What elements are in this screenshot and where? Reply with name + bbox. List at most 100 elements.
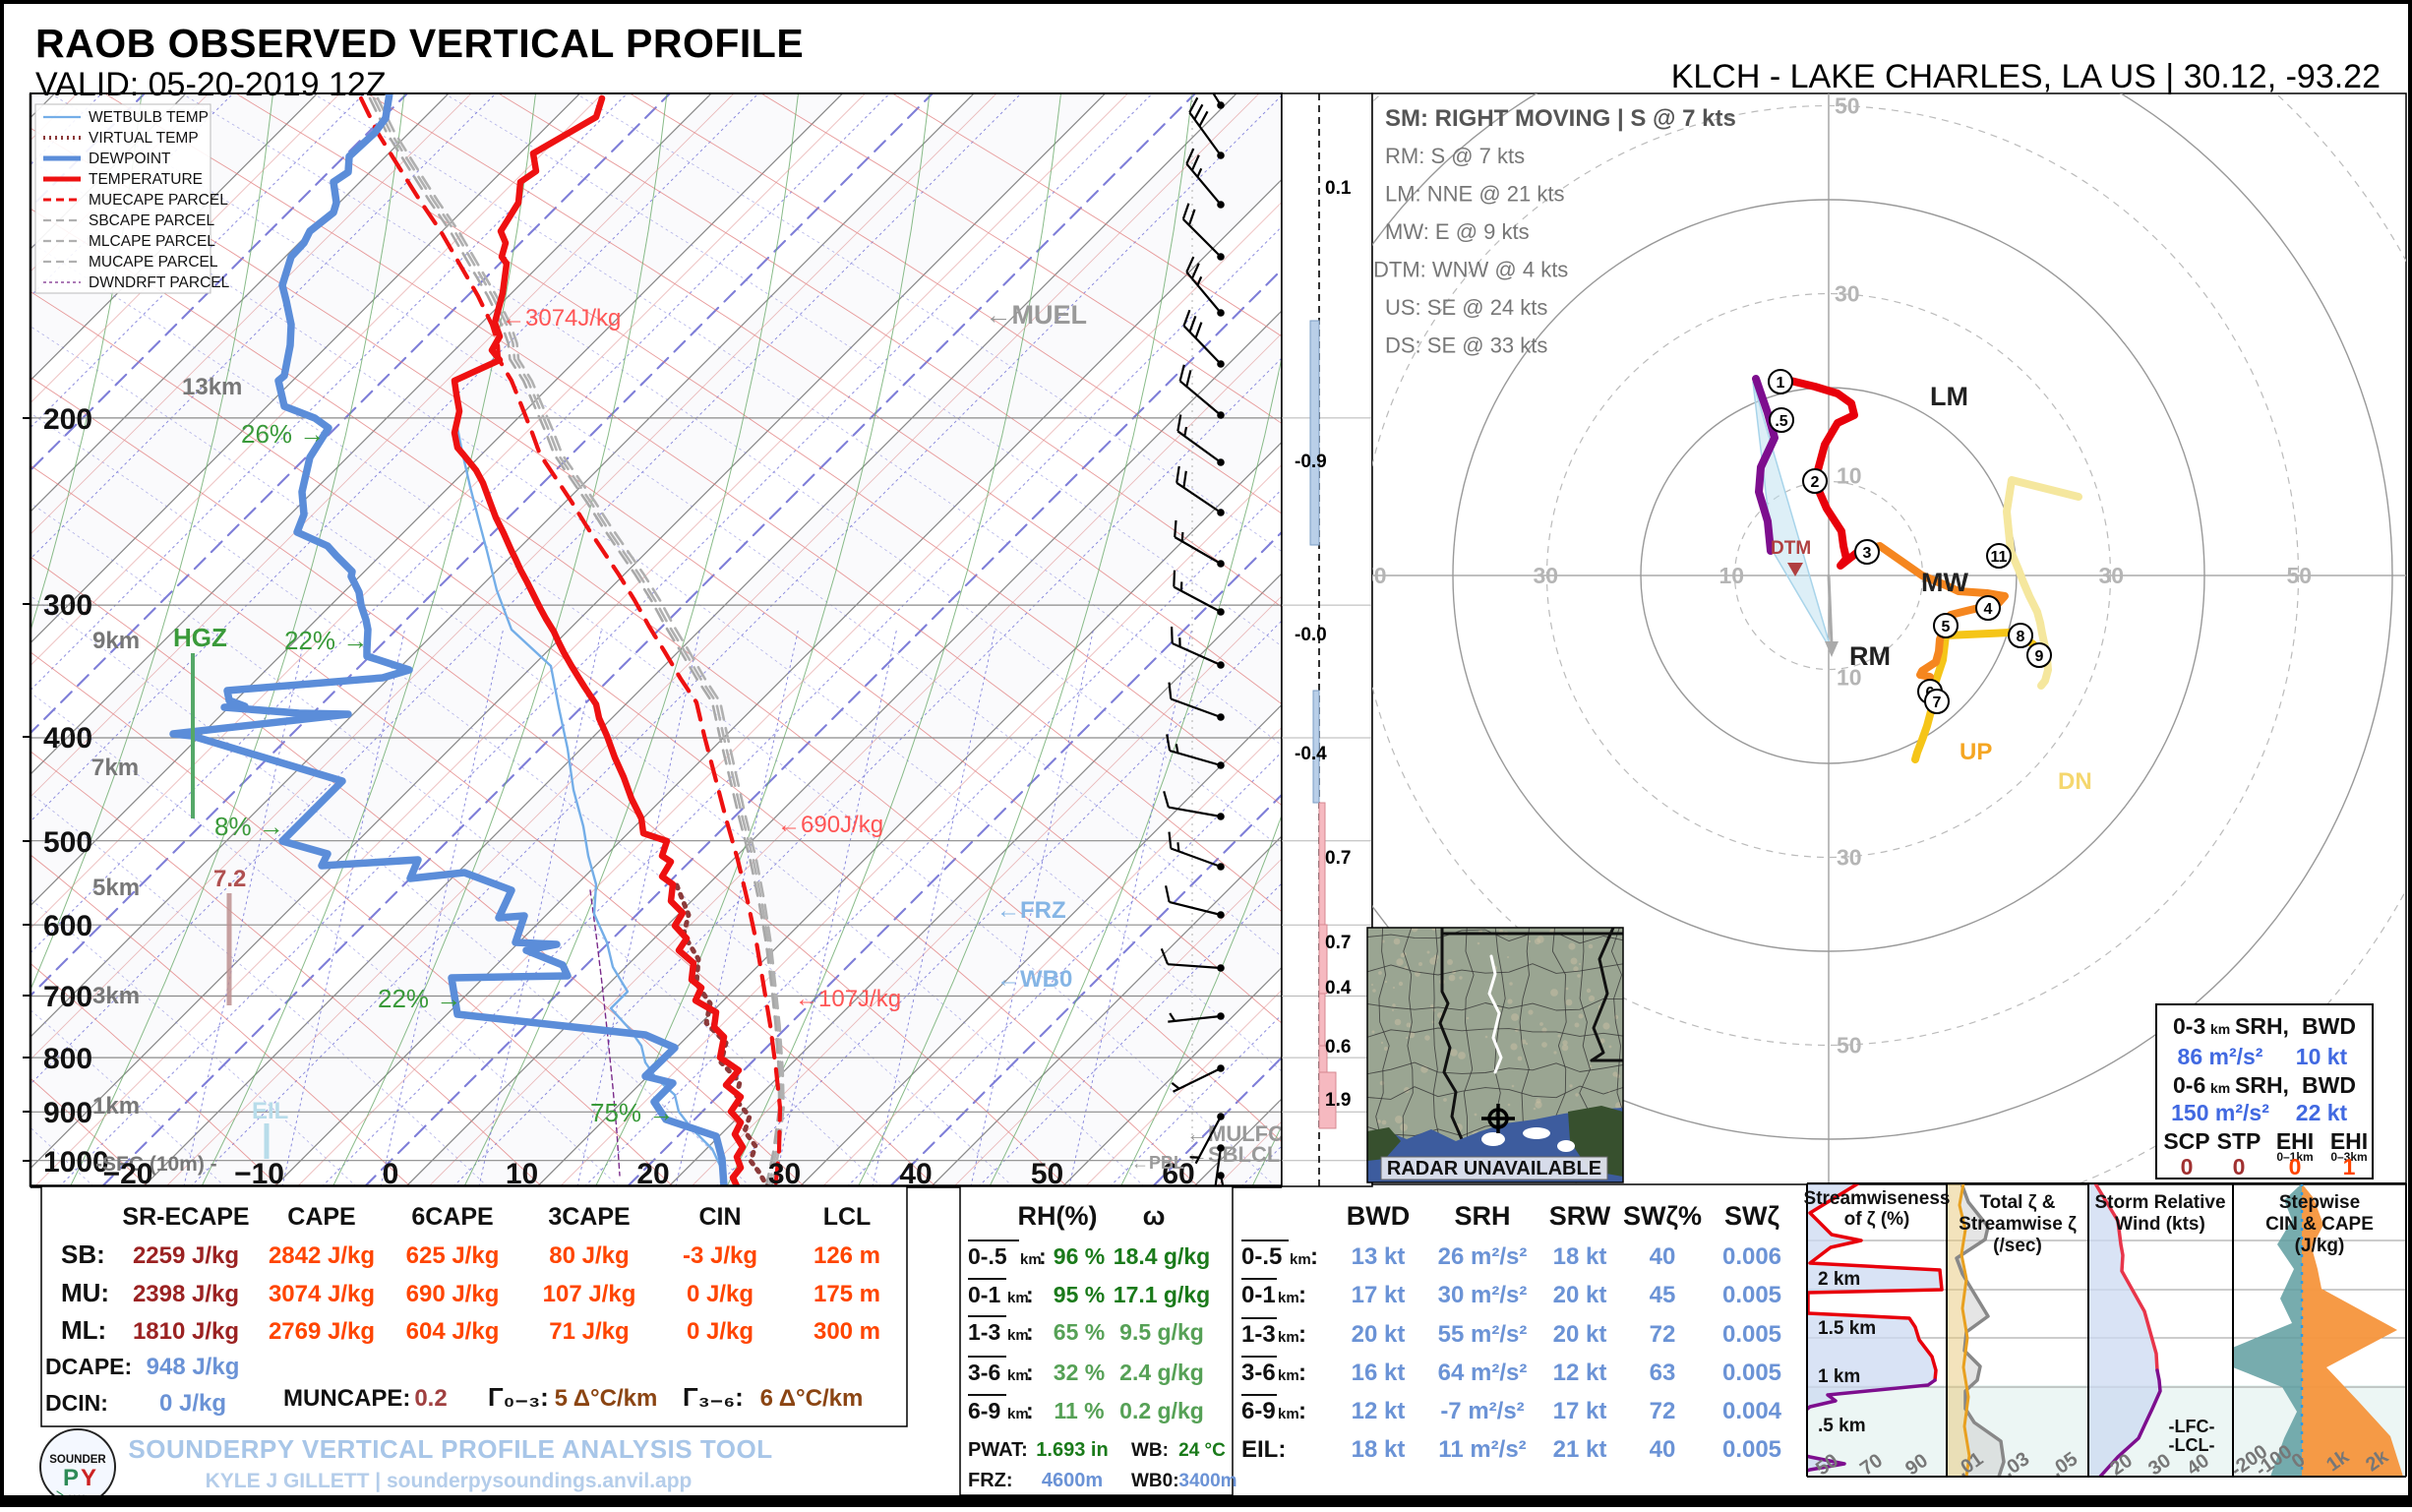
svg-text:←FRZ: ←FRZ: [996, 897, 1066, 924]
svg-text:DTM: DTM: [1771, 538, 1811, 559]
svg-text::: :: [1298, 1282, 1306, 1308]
svg-text:300: 300: [43, 589, 92, 622]
svg-text:7: 7: [1933, 695, 1942, 711]
svg-text:6-9: 6-9: [968, 1398, 1000, 1423]
svg-text:0.005: 0.005: [1722, 1282, 1781, 1308]
svg-text:FRZ:: FRZ:: [968, 1470, 1013, 1491]
svg-text:26% →: 26% →: [241, 419, 325, 449]
svg-text:km: km: [2210, 1080, 2230, 1096]
svg-text:26 m²/s²: 26 m²/s²: [1438, 1243, 1528, 1270]
svg-text:WB0:: WB0:: [1131, 1471, 1179, 1491]
svg-text:4600m: 4600m: [1042, 1470, 1103, 1491]
svg-text:km: km: [1290, 1251, 1311, 1268]
svg-text:MUCAPE PARCEL: MUCAPE PARCEL: [89, 254, 218, 271]
svg-text:KYLE J GILLETT | sounderpysoun: KYLE J GILLETT | sounderpysoundings.anvi…: [206, 1470, 693, 1492]
svg-text:MW: E @ 9 kts: MW: E @ 9 kts: [1385, 219, 1530, 244]
svg-text:71 J/kg: 71 J/kg: [549, 1318, 629, 1345]
svg-text:7km: 7km: [91, 755, 139, 781]
svg-text:←690J/kg: ←690J/kg: [777, 812, 883, 838]
svg-text:40: 40: [1650, 1243, 1676, 1270]
svg-text:0-6: 0-6: [2173, 1072, 2205, 1098]
svg-text:EIL:: EIL:: [1241, 1436, 1286, 1463]
svg-text::: :: [1039, 1243, 1047, 1269]
svg-text:800: 800: [43, 1043, 92, 1075]
svg-text:3km: 3km: [92, 983, 140, 1009]
svg-text:18 kt: 18 kt: [1553, 1243, 1607, 1270]
svg-text:SCP: SCP: [2163, 1128, 2209, 1154]
svg-text:LM: NNE @ 21 kts: LM: NNE @ 21 kts: [1385, 182, 1565, 207]
svg-text:DEWPOINT: DEWPOINT: [89, 151, 171, 167]
svg-text:20 kt: 20 kt: [1553, 1321, 1607, 1348]
svg-text:30: 30: [1835, 281, 1860, 307]
svg-text:1.5 km: 1.5 km: [1818, 1318, 1876, 1339]
svg-text:300 m: 300 m: [814, 1318, 880, 1345]
svg-text:948 J/kg: 948 J/kg: [147, 1354, 240, 1380]
svg-text:3: 3: [1863, 545, 1872, 562]
svg-text:ω: ω: [1143, 1201, 1166, 1231]
svg-text:-3 J/kg: -3 J/kg: [683, 1242, 757, 1269]
svg-text:11 %: 11 %: [1054, 1398, 1104, 1423]
svg-text:72: 72: [1650, 1321, 1676, 1348]
svg-text:SRH,: SRH,: [2235, 1013, 2289, 1039]
svg-text:18.4 g/kg: 18.4 g/kg: [1114, 1243, 1210, 1269]
svg-text:PWAT:: PWAT:: [968, 1439, 1028, 1461]
svg-text:1: 1: [1777, 375, 1785, 392]
svg-text:0.2 g/kg: 0.2 g/kg: [1119, 1398, 1204, 1423]
svg-text:13km: 13km: [182, 374, 242, 400]
svg-text:RAOB OBSERVED VERTICAL PROFILE: RAOB OBSERVED VERTICAL PROFILE: [35, 21, 804, 66]
svg-text:0.7: 0.7: [1325, 848, 1351, 869]
svg-text:CAPE: CAPE: [287, 1203, 355, 1231]
svg-text:-0.9: -0.9: [1295, 452, 1327, 472]
svg-text:50: 50: [2287, 563, 2313, 588]
svg-text:←WB0: ←WB0: [996, 966, 1072, 993]
svg-text:SR-ECAPE: SR-ECAPE: [122, 1203, 249, 1231]
svg-text::: :: [1026, 1319, 1034, 1345]
svg-text:SRH,: SRH,: [2235, 1072, 2289, 1098]
svg-text:km: km: [1278, 1290, 1299, 1306]
svg-text:0.6: 0.6: [1325, 1037, 1351, 1058]
svg-text:175 m: 175 m: [814, 1281, 880, 1307]
svg-text:LM: LM: [1930, 382, 1968, 411]
svg-text:WETBULB TEMP: WETBULB TEMP: [89, 109, 209, 126]
svg-text:6CAPE: 6CAPE: [411, 1203, 493, 1231]
svg-text:625 J/kg: 625 J/kg: [406, 1242, 500, 1269]
svg-text:8% →: 8% →: [214, 812, 284, 841]
svg-text:2842 J/kg: 2842 J/kg: [269, 1242, 375, 1269]
svg-text:SM: RIGHT MOVING | S @ 7 kts: SM: RIGHT MOVING | S @ 7 kts: [1385, 105, 1736, 132]
svg-text:86 m²/s²: 86 m²/s²: [2178, 1044, 2263, 1069]
svg-text:STP: STP: [2217, 1128, 2261, 1154]
svg-text::: :: [1298, 1398, 1306, 1424]
svg-text:km: km: [1278, 1329, 1299, 1346]
svg-text:MUNCAPE:: MUNCAPE:: [283, 1385, 410, 1412]
svg-text:30: 30: [1837, 845, 1862, 871]
svg-text:22% →: 22% →: [284, 626, 368, 655]
svg-text:3-6: 3-6: [968, 1360, 1000, 1385]
svg-text:107 J/kg: 107 J/kg: [543, 1281, 636, 1307]
svg-text:13 kt: 13 kt: [1352, 1243, 1406, 1270]
svg-text::: :: [1298, 1321, 1306, 1348]
svg-text:6-9: 6-9: [1241, 1398, 1276, 1424]
svg-text:-0.4: -0.4: [1295, 744, 1327, 764]
svg-text:4: 4: [1984, 601, 1993, 618]
svg-text:17 kt: 17 kt: [1352, 1282, 1406, 1308]
svg-text:0.005: 0.005: [1722, 1436, 1781, 1463]
svg-text:1km: 1km: [92, 1093, 140, 1119]
svg-text:1 km: 1 km: [1818, 1366, 1860, 1387]
svg-text:Γ₃₋₆:: Γ₃₋₆:: [683, 1382, 744, 1412]
svg-text:7.2: 7.2: [213, 866, 246, 892]
svg-text:1-3: 1-3: [1241, 1321, 1276, 1348]
svg-text:10: 10: [1719, 563, 1745, 588]
svg-text:-LCL-: -LCL-: [2169, 1435, 2215, 1455]
svg-text:km: km: [1278, 1406, 1299, 1422]
svg-text:9: 9: [2035, 648, 2044, 665]
svg-text:17.1 g/kg: 17.1 g/kg: [1114, 1282, 1210, 1307]
svg-text:2259 J/kg: 2259 J/kg: [133, 1242, 239, 1269]
svg-text:Streamwiseness: Streamwiseness: [1804, 1188, 1951, 1209]
svg-text:0 J/kg: 0 J/kg: [687, 1318, 754, 1345]
svg-text:0: 0: [2289, 1154, 2302, 1179]
svg-text:SRW: SRW: [1549, 1201, 1611, 1231]
svg-text::: :: [1026, 1282, 1034, 1307]
svg-text:1.693 in: 1.693 in: [1036, 1439, 1108, 1461]
svg-text:0.4: 0.4: [1325, 978, 1352, 998]
svg-text:HGZ: HGZ: [173, 623, 227, 652]
